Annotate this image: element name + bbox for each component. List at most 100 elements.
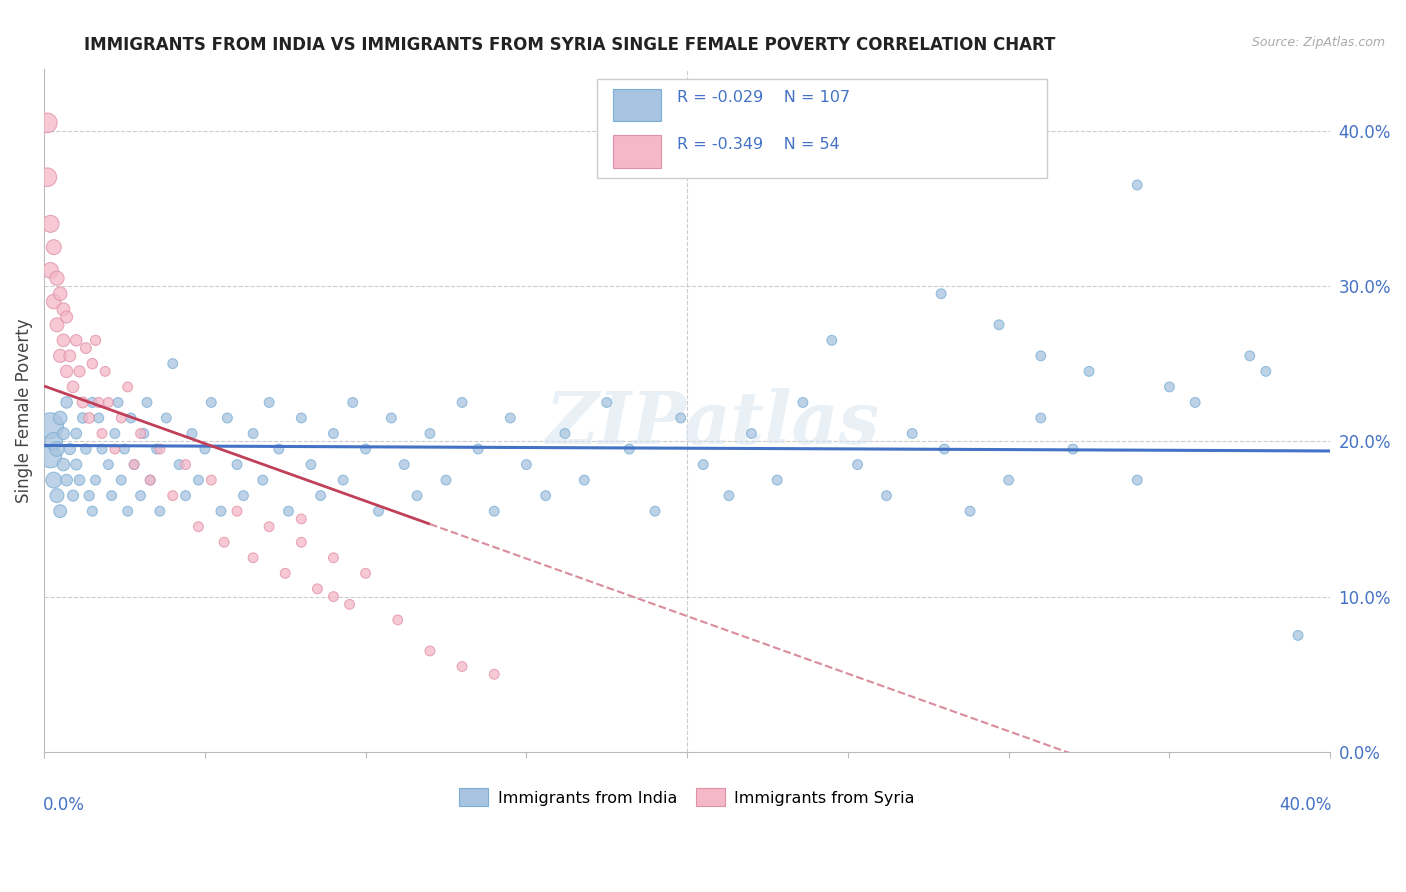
- Text: Source: ZipAtlas.com: Source: ZipAtlas.com: [1251, 36, 1385, 49]
- Point: [49, 286, 72, 301]
- Bar: [613, 136, 661, 168]
- Point: [209, 504, 232, 518]
- Point: [55, 395, 77, 409]
- Point: [110, 411, 132, 425]
- Text: 40.0%: 40.0%: [1279, 797, 1331, 814]
- Point: [257, 395, 280, 409]
- Point: [451, 395, 474, 409]
- Point: [181, 426, 204, 441]
- Point: [77, 489, 100, 503]
- Point: [46, 489, 69, 503]
- Point: [162, 489, 184, 503]
- Point: [419, 644, 441, 658]
- Point: [84, 473, 107, 487]
- Point: [132, 426, 155, 441]
- Point: [901, 426, 924, 441]
- Point: [65, 334, 87, 348]
- FancyBboxPatch shape: [598, 78, 1047, 178]
- Point: [277, 504, 299, 518]
- Point: [619, 442, 641, 456]
- Point: [194, 442, 217, 456]
- Point: [59, 349, 82, 363]
- Point: [100, 489, 122, 503]
- Point: [42, 434, 65, 449]
- Point: [69, 473, 91, 487]
- Point: [419, 426, 441, 441]
- Point: [821, 334, 844, 348]
- Point: [554, 426, 576, 441]
- Point: [1126, 473, 1149, 487]
- Point: [467, 442, 489, 456]
- Point: [200, 395, 222, 409]
- Point: [274, 566, 297, 581]
- Point: [167, 458, 190, 472]
- Point: [46, 318, 69, 332]
- Point: [299, 458, 322, 472]
- Point: [380, 411, 402, 425]
- Point: [644, 504, 666, 518]
- Point: [1184, 395, 1206, 409]
- Point: [120, 411, 142, 425]
- Point: [39, 450, 62, 464]
- Point: [42, 473, 65, 487]
- Point: [87, 395, 110, 409]
- Point: [499, 411, 522, 425]
- Point: [434, 473, 457, 487]
- Text: R = -0.349    N = 54: R = -0.349 N = 54: [676, 137, 839, 153]
- Point: [929, 286, 952, 301]
- Point: [307, 582, 329, 596]
- Point: [39, 263, 62, 277]
- Point: [117, 504, 139, 518]
- Point: [37, 116, 59, 130]
- Point: [52, 426, 75, 441]
- Point: [392, 458, 415, 472]
- Point: [342, 395, 364, 409]
- Point: [484, 667, 506, 681]
- Point: [139, 473, 162, 487]
- Point: [187, 519, 209, 533]
- Point: [354, 442, 377, 456]
- Point: [1159, 380, 1181, 394]
- Point: [226, 504, 249, 518]
- Point: [1029, 349, 1052, 363]
- Point: [226, 458, 249, 472]
- Point: [42, 240, 65, 254]
- Point: [107, 395, 129, 409]
- Point: [174, 489, 197, 503]
- Point: [155, 411, 177, 425]
- Point: [69, 364, 91, 378]
- Point: [322, 426, 344, 441]
- Point: [875, 489, 897, 503]
- Point: [200, 473, 222, 487]
- Point: [84, 334, 107, 348]
- Point: [997, 473, 1019, 487]
- Point: [959, 504, 981, 518]
- Point: [332, 473, 354, 487]
- Point: [129, 426, 152, 441]
- Point: [149, 442, 172, 456]
- Point: [55, 310, 77, 324]
- Point: [290, 535, 312, 549]
- Point: [49, 349, 72, 363]
- Point: [72, 411, 94, 425]
- Point: [145, 442, 167, 456]
- Point: [91, 442, 114, 456]
- Point: [187, 473, 209, 487]
- Point: [212, 535, 235, 549]
- Text: ZIPatlas: ZIPatlas: [546, 388, 880, 459]
- Point: [97, 458, 120, 472]
- Point: [75, 442, 97, 456]
- Point: [242, 550, 264, 565]
- Point: [740, 426, 762, 441]
- Point: [82, 357, 104, 371]
- Point: [309, 489, 332, 503]
- Point: [55, 364, 77, 378]
- Point: [65, 426, 87, 441]
- Y-axis label: Single Female Poverty: Single Female Poverty: [15, 318, 32, 502]
- Point: [75, 341, 97, 355]
- Point: [129, 489, 152, 503]
- Point: [367, 504, 389, 518]
- Point: [87, 411, 110, 425]
- Point: [290, 512, 312, 526]
- Point: [62, 380, 84, 394]
